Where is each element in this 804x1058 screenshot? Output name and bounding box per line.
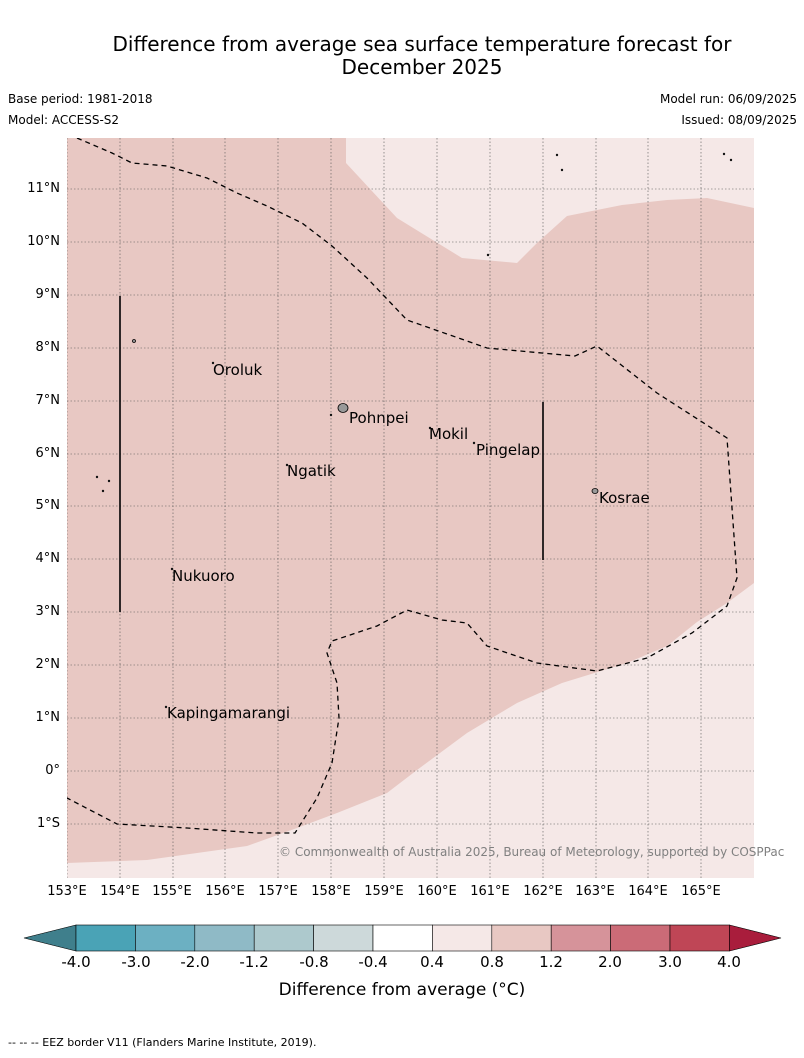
colorbar-tick: 0.4: [407, 953, 457, 971]
issued-date: Issued: 08/09/2025: [681, 113, 797, 127]
lon-label: 162°E: [513, 884, 573, 899]
colorbar-segment: [492, 925, 551, 951]
lat-label: 4°N: [0, 551, 60, 566]
colorbar-segment: [314, 925, 373, 951]
colorbar-extend-low: [24, 925, 76, 951]
islet-k: [556, 154, 558, 156]
lat-label: 6°N: [0, 446, 60, 461]
lon-label: 158°E: [301, 884, 361, 899]
pohnpei-island: [338, 404, 348, 413]
colorbar-segment: [135, 925, 194, 951]
lat-label: 10°N: [0, 234, 60, 249]
colorbar-tick: -0.4: [348, 953, 398, 971]
lat-label: 3°N: [0, 604, 60, 619]
lon-label: 154°E: [90, 884, 150, 899]
lon-label: 163°E: [565, 884, 625, 899]
place-pohnpei: Pohnpei: [349, 409, 409, 427]
colorbar-segment: [670, 925, 729, 951]
colorbar-segment: [611, 925, 670, 951]
colorbar-segment: [76, 925, 135, 951]
colorbar-tick: -1.2: [229, 953, 279, 971]
islet-n: [730, 159, 732, 161]
place-kosrae: Kosrae: [599, 489, 650, 507]
lat-label: 1°N: [0, 710, 60, 725]
title-line-1: Difference from average sea surface temp…: [40, 33, 804, 56]
place-kapingamarangi: Kapingamarangi: [167, 704, 290, 722]
islet-m: [723, 153, 725, 155]
place-nukuoro: Nukuoro: [172, 567, 235, 585]
colorbar-tick: 0.8: [467, 953, 517, 971]
lon-label: 165°E: [671, 884, 731, 899]
lon-label: 155°E: [142, 884, 202, 899]
colorbar: [22, 922, 784, 954]
kosrae-island: [592, 489, 598, 494]
colorbar-tick: -0.8: [289, 953, 339, 971]
colorbar-tick: -3.0: [111, 953, 161, 971]
colorbar-tick: -2.0: [170, 953, 220, 971]
lon-label: 164°E: [618, 884, 678, 899]
lat-label: 1°S: [0, 816, 60, 831]
sst-map: [67, 138, 754, 878]
islet-j: [102, 490, 104, 492]
islet-d: [473, 442, 475, 444]
colorbar-tick: 4.0: [704, 953, 754, 971]
lon-label: 153°E: [37, 884, 97, 899]
colorbar-label: Difference from average (°C): [0, 980, 804, 1000]
place-oroluk: Oroluk: [213, 361, 262, 379]
title-line-2: December 2025: [40, 56, 804, 79]
chart-title: Difference from average sea surface temp…: [40, 33, 804, 79]
place-pingelap: Pingelap: [476, 441, 540, 459]
lon-label: 161°E: [460, 884, 520, 899]
lat-label: 2°N: [0, 657, 60, 672]
lat-label: 0°: [0, 763, 60, 778]
lon-label: 156°E: [195, 884, 255, 899]
small-islet: [133, 340, 136, 343]
colorbar-segment: [254, 925, 313, 951]
copyright-notice: © Commonwealth of Australia 2025, Bureau…: [279, 845, 784, 859]
colorbar-segment: [551, 925, 610, 951]
islet-a: [330, 414, 332, 416]
lon-label: 157°E: [248, 884, 308, 899]
colorbar-segment: [432, 925, 491, 951]
eez-legend-note: -- -- -- EEZ border V11 (Flanders Marine…: [8, 1036, 316, 1049]
lon-label: 160°E: [407, 884, 467, 899]
islet-h: [96, 476, 98, 478]
lat-label: 9°N: [0, 287, 60, 302]
colorbar-tick: 2.0: [585, 953, 635, 971]
colorbar-tick: -4.0: [51, 953, 101, 971]
colorbar-tick: 1.2: [526, 953, 576, 971]
colorbar-tick: 3.0: [645, 953, 695, 971]
lat-label: 5°N: [0, 498, 60, 513]
lat-label: 8°N: [0, 340, 60, 355]
colorbar-extend-high: [729, 925, 781, 951]
lat-label: 11°N: [0, 181, 60, 196]
islet-l: [561, 169, 563, 171]
colorbar-segment: [373, 925, 432, 951]
model-run-date: Model run: 06/09/2025: [660, 92, 797, 106]
place-ngatik: Ngatik: [287, 462, 336, 480]
colorbar-segment: [195, 925, 254, 951]
lat-label: 7°N: [0, 393, 60, 408]
islet-i: [108, 480, 110, 482]
model-name: Model: ACCESS-S2: [8, 113, 119, 127]
islet-o: [487, 254, 489, 256]
lon-label: 159°E: [354, 884, 414, 899]
place-mokil: Mokil: [429, 425, 468, 443]
base-period: Base period: 1981-2018: [8, 92, 153, 106]
